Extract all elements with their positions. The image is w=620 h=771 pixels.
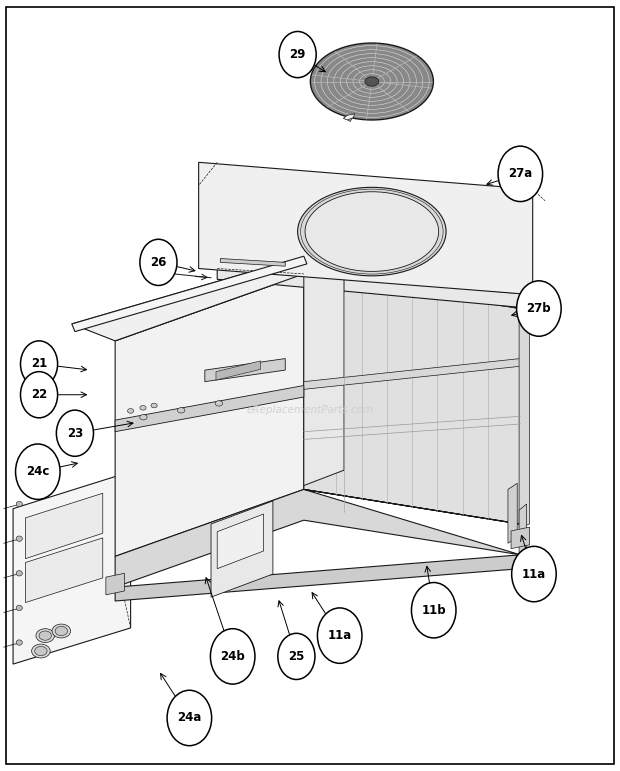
Text: 29: 29	[290, 48, 306, 61]
Circle shape	[140, 239, 177, 285]
Text: 21: 21	[31, 358, 47, 370]
Text: 11a: 11a	[522, 567, 546, 581]
Ellipse shape	[128, 409, 134, 413]
Ellipse shape	[36, 628, 55, 642]
Polygon shape	[216, 361, 260, 380]
Polygon shape	[115, 235, 520, 341]
Polygon shape	[72, 256, 307, 332]
Polygon shape	[115, 555, 520, 601]
Text: 24b: 24b	[220, 650, 245, 663]
Ellipse shape	[305, 192, 439, 271]
Polygon shape	[211, 501, 273, 598]
Ellipse shape	[311, 43, 433, 120]
Ellipse shape	[35, 646, 47, 655]
Polygon shape	[198, 163, 533, 295]
Ellipse shape	[140, 406, 146, 410]
Circle shape	[498, 146, 542, 201]
Polygon shape	[115, 274, 304, 557]
Circle shape	[512, 547, 556, 601]
Polygon shape	[115, 386, 304, 432]
Polygon shape	[344, 114, 355, 122]
Text: 27a: 27a	[508, 167, 533, 180]
Circle shape	[412, 583, 456, 638]
Ellipse shape	[177, 408, 185, 413]
Text: 26: 26	[150, 256, 167, 269]
Circle shape	[317, 608, 362, 663]
Ellipse shape	[215, 401, 223, 406]
Ellipse shape	[39, 631, 51, 640]
Text: eReplacementParts.com: eReplacementParts.com	[246, 405, 374, 415]
Polygon shape	[220, 258, 285, 266]
Text: 24c: 24c	[26, 465, 50, 478]
Circle shape	[16, 444, 60, 500]
Ellipse shape	[298, 187, 446, 276]
Polygon shape	[13, 472, 131, 664]
Ellipse shape	[16, 501, 22, 507]
Polygon shape	[115, 490, 520, 588]
Circle shape	[20, 341, 58, 387]
Polygon shape	[217, 266, 533, 308]
Text: 11a: 11a	[327, 629, 352, 642]
Polygon shape	[511, 527, 529, 549]
Circle shape	[278, 633, 315, 679]
Polygon shape	[519, 504, 526, 557]
Ellipse shape	[52, 624, 71, 638]
Polygon shape	[106, 574, 125, 595]
Ellipse shape	[16, 640, 22, 645]
Ellipse shape	[16, 536, 22, 541]
Polygon shape	[304, 258, 344, 486]
Polygon shape	[519, 312, 529, 528]
Text: 25: 25	[288, 650, 304, 663]
Ellipse shape	[140, 415, 147, 420]
Circle shape	[516, 281, 561, 336]
Ellipse shape	[32, 644, 50, 658]
Text: 11b: 11b	[422, 604, 446, 617]
Polygon shape	[25, 538, 103, 602]
Polygon shape	[343, 114, 355, 120]
Ellipse shape	[365, 77, 379, 86]
Circle shape	[56, 410, 94, 456]
Text: 23: 23	[67, 426, 83, 439]
Polygon shape	[304, 274, 520, 524]
Polygon shape	[508, 483, 517, 544]
Polygon shape	[304, 359, 520, 389]
Ellipse shape	[16, 605, 22, 611]
Text: 22: 22	[31, 389, 47, 401]
Circle shape	[20, 372, 58, 418]
Circle shape	[167, 690, 211, 746]
Polygon shape	[217, 514, 264, 569]
Polygon shape	[25, 493, 103, 559]
Text: 27b: 27b	[526, 302, 551, 315]
Polygon shape	[205, 359, 285, 382]
Ellipse shape	[55, 626, 68, 635]
Ellipse shape	[16, 571, 22, 576]
Ellipse shape	[151, 403, 157, 408]
Circle shape	[279, 32, 316, 78]
Polygon shape	[72, 256, 304, 341]
Circle shape	[210, 628, 255, 684]
Text: 24a: 24a	[177, 712, 202, 725]
